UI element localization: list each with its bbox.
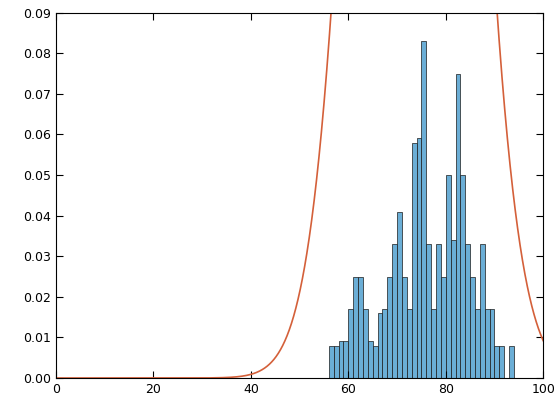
Bar bbox=[500, 346, 504, 378]
Bar bbox=[421, 41, 426, 378]
Bar bbox=[446, 175, 451, 378]
Bar bbox=[509, 346, 514, 378]
Bar bbox=[348, 309, 353, 378]
Bar bbox=[334, 346, 339, 378]
Bar bbox=[388, 276, 392, 378]
Bar bbox=[460, 175, 465, 378]
Bar bbox=[397, 212, 402, 378]
Bar bbox=[402, 276, 407, 378]
Bar bbox=[436, 244, 441, 378]
Bar bbox=[475, 309, 480, 378]
Bar bbox=[417, 139, 421, 378]
Bar bbox=[392, 244, 397, 378]
Bar bbox=[480, 244, 485, 378]
Bar bbox=[368, 341, 372, 378]
Bar bbox=[363, 309, 368, 378]
Bar bbox=[358, 276, 363, 378]
Bar bbox=[465, 244, 470, 378]
Bar bbox=[455, 74, 460, 378]
Bar bbox=[441, 276, 446, 378]
Bar bbox=[407, 309, 412, 378]
Bar bbox=[343, 341, 348, 378]
Bar bbox=[377, 313, 382, 378]
Bar bbox=[382, 309, 388, 378]
Bar bbox=[431, 309, 436, 378]
Bar bbox=[489, 309, 494, 378]
Bar bbox=[412, 142, 417, 378]
Bar bbox=[353, 276, 358, 378]
Bar bbox=[329, 346, 334, 378]
Bar bbox=[372, 346, 377, 378]
Bar bbox=[494, 346, 500, 378]
Bar bbox=[426, 244, 431, 378]
Bar bbox=[470, 276, 475, 378]
Bar bbox=[339, 341, 343, 378]
Bar bbox=[485, 309, 489, 378]
Bar bbox=[451, 240, 455, 378]
